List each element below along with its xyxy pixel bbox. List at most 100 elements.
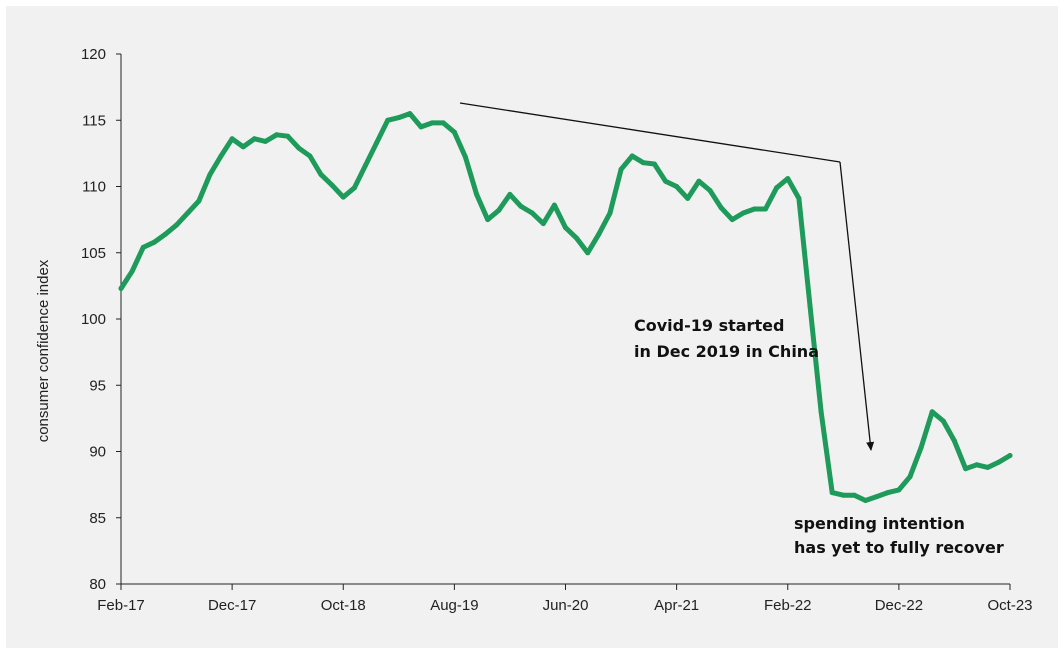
data-point xyxy=(174,222,180,228)
data-point xyxy=(874,494,880,500)
data-point xyxy=(251,136,257,142)
annotation-covid-line2: in Dec 2019 in China xyxy=(634,342,819,361)
data-point xyxy=(974,462,980,468)
data-point xyxy=(751,206,757,212)
data-point xyxy=(374,140,380,146)
data-point xyxy=(863,498,868,503)
chart-panel xyxy=(6,6,1058,648)
y-tick-label: 110 xyxy=(82,179,106,196)
x-tick-label: Feb-22 xyxy=(764,597,812,614)
data-point xyxy=(940,418,946,424)
data-point xyxy=(140,244,146,250)
annotation-covid-line1: Covid-19 started xyxy=(634,316,784,335)
data-point xyxy=(229,136,235,142)
data-point xyxy=(718,205,724,211)
data-point xyxy=(529,210,535,216)
y-tick-label: 115 xyxy=(82,112,106,129)
data-point xyxy=(463,154,468,160)
data-point xyxy=(396,115,402,121)
series-line-0 xyxy=(118,111,1013,503)
data-point xyxy=(618,166,624,172)
x-tick-label: Dec-17 xyxy=(208,597,256,614)
data-point xyxy=(685,195,691,201)
data-point xyxy=(818,409,824,415)
data-point xyxy=(196,198,202,204)
data-point xyxy=(474,191,480,197)
data-point xyxy=(340,194,346,200)
x-tick-label: Apr-21 xyxy=(654,597,699,614)
data-point xyxy=(674,184,680,189)
y-tick-label: 95 xyxy=(89,377,106,394)
data-point xyxy=(574,235,580,241)
data-point xyxy=(651,161,657,167)
data-point xyxy=(785,176,791,182)
data-point xyxy=(763,206,768,212)
data-point xyxy=(807,303,813,309)
data-point xyxy=(363,162,368,168)
y-tick-label: 100 xyxy=(81,311,106,328)
data-point xyxy=(585,250,591,256)
data-point xyxy=(307,153,313,159)
annotation-arrow xyxy=(839,161,875,451)
data-point xyxy=(485,217,491,223)
data-point xyxy=(518,203,524,209)
annotation-recover-line2: has yet to fully recover xyxy=(794,538,1004,557)
data-point xyxy=(951,438,957,444)
data-point xyxy=(129,268,135,274)
data-point xyxy=(985,464,991,470)
y-axis: 80 85 90 95 100 105 110 115 120 xyxy=(81,46,122,593)
data-point xyxy=(629,153,635,159)
data-point xyxy=(429,120,435,126)
data-point xyxy=(263,138,268,144)
y-tick-label: 85 xyxy=(89,510,106,527)
y-tick-label: 105 xyxy=(81,245,106,262)
data-point xyxy=(640,160,646,166)
data-point xyxy=(563,225,568,231)
data-point xyxy=(607,210,613,216)
data-point xyxy=(318,172,324,178)
data-point xyxy=(840,492,846,498)
data-point xyxy=(351,185,357,191)
y-tick-label: 80 xyxy=(89,576,106,593)
data-point xyxy=(451,129,457,135)
data-point xyxy=(774,185,780,191)
y-axis-title: consumer confidence index xyxy=(35,259,52,442)
data-point xyxy=(707,188,713,193)
data-point xyxy=(329,182,335,188)
data-point xyxy=(274,132,280,138)
data-point xyxy=(162,231,168,237)
data-point xyxy=(285,133,291,139)
data-point xyxy=(218,153,224,159)
data-point xyxy=(507,191,513,197)
data-point xyxy=(551,202,557,208)
y-tick-label: 120 xyxy=(81,46,106,63)
data-point xyxy=(385,117,391,123)
x-tick-label: Feb-17 xyxy=(97,597,145,614)
data-point xyxy=(896,487,902,493)
data-point xyxy=(296,145,302,151)
series-group xyxy=(118,111,1013,503)
data-point xyxy=(440,120,446,126)
x-axis: Feb-17 Dec-17 Oct-18 Aug-19 Jun-20 Apr-21 Feb-… xyxy=(97,583,1033,614)
x-tick-label: Aug-19 xyxy=(430,597,478,614)
data-point xyxy=(918,445,924,450)
data-point xyxy=(851,492,857,498)
x-tick-label: Jun-20 xyxy=(543,597,589,614)
data-point xyxy=(240,144,246,150)
data-point xyxy=(696,178,702,184)
x-tick-label: Dec-22 xyxy=(875,597,923,614)
data-point xyxy=(885,490,891,496)
data-point xyxy=(496,207,502,213)
x-tick-label: Oct-23 xyxy=(987,597,1032,614)
data-point xyxy=(407,111,413,117)
data-point xyxy=(540,221,546,227)
data-point xyxy=(796,195,802,201)
y-tick-label: 90 xyxy=(89,444,106,461)
data-point xyxy=(596,231,602,237)
data-point xyxy=(729,217,735,223)
data-point xyxy=(907,474,913,480)
data-point xyxy=(185,210,191,216)
data-point xyxy=(829,490,835,496)
data-point xyxy=(740,210,746,216)
data-point xyxy=(118,286,124,291)
